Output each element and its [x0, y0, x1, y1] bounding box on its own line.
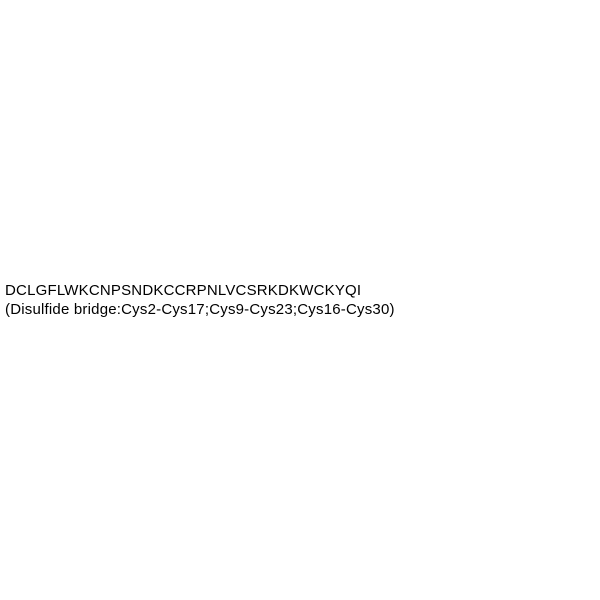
disulfide-bridge-annotation: (Disulfide bridge:Cys2-Cys17;Cys9-Cys23;…	[5, 300, 395, 320]
peptide-sequence: DCLGFLWKCNPSNDKCCRPNLVCSRKDKWCKYQI	[5, 281, 361, 301]
